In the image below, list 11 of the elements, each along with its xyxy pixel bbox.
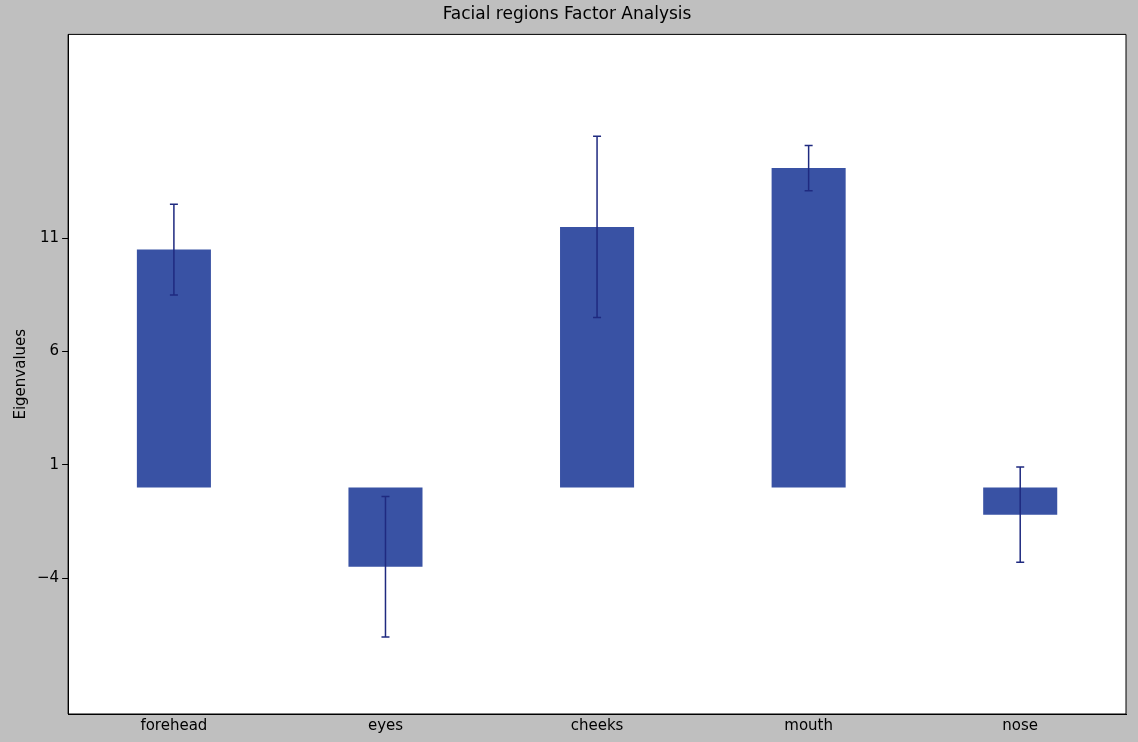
y-tick-label: −4: [36, 567, 60, 586]
y-tick-label: 6: [49, 341, 60, 360]
y-tick-label: 11: [40, 228, 60, 247]
chart-title: Facial regions Factor Analysis: [442, 2, 692, 23]
x-tick-label: eyes: [367, 715, 404, 734]
y-tick-label: 1: [49, 454, 60, 473]
x-tick-label: mouth: [784, 715, 833, 734]
x-tick-label: forehead: [140, 715, 208, 734]
x-tick-label: nose: [1002, 715, 1039, 734]
x-tick-label: cheeks: [570, 715, 624, 734]
y-axis-title: Eigenvalues: [10, 328, 29, 420]
